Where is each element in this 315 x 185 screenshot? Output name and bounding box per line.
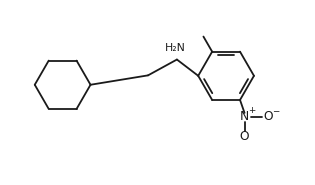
Text: O: O [264,110,273,123]
Text: H₂N: H₂N [164,43,186,53]
Text: +: + [248,106,255,115]
Text: −: − [272,106,280,115]
Text: N: N [240,110,249,123]
Text: O: O [240,130,249,143]
